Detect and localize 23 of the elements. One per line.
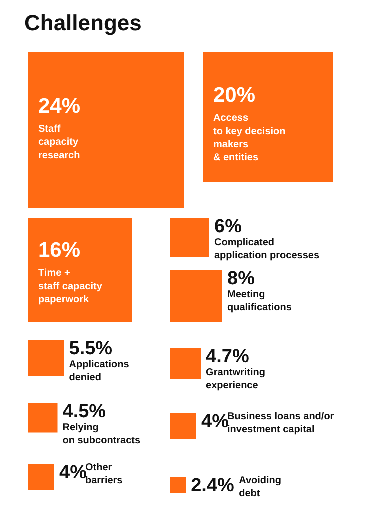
category-label: Business loans and/or investment capital	[228, 412, 334, 436]
data-label: 4.7%	[206, 346, 250, 368]
category-label: Applications denied	[69, 360, 130, 384]
category-label: Staff capacity research	[38, 124, 80, 162]
category-label: Other barriers	[86, 462, 124, 487]
data-label: 5.5%	[69, 338, 113, 360]
data-label: 4.5%	[62, 402, 106, 422]
data-label: 6%	[214, 216, 242, 238]
category-label: Relying on subcontracts	[62, 422, 141, 447]
category-label: Grantwriting experience	[206, 368, 266, 392]
text: Challenges	[24, 10, 142, 36]
data-label: 8%	[228, 268, 256, 290]
data-label: 4%	[202, 412, 230, 432]
data-label: 20%	[214, 84, 256, 108]
data-label: 2.4%	[191, 476, 235, 496]
data-label: 16%	[38, 239, 81, 262]
category-label: Avoiding debt	[239, 476, 282, 500]
category-label: Time + staff capacity paperwork	[38, 268, 103, 306]
data-label: 24%	[38, 95, 81, 118]
data-label: 4%	[60, 462, 88, 484]
category-label: Meeting qualifications	[228, 290, 292, 314]
category-label: Access to key decision makers & entities	[214, 113, 286, 164]
category-label: Complicated application processes	[214, 238, 320, 262]
